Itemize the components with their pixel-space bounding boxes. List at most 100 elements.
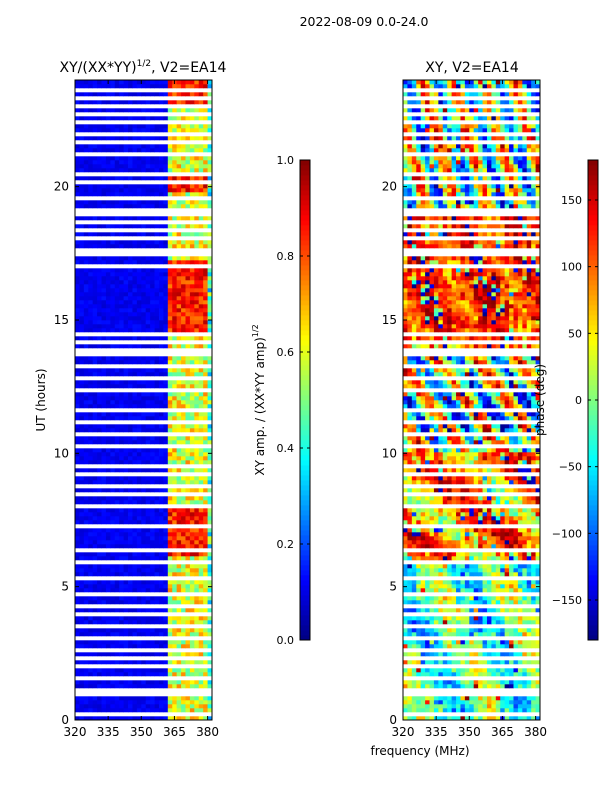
amplitude-colorbar-segment <box>300 480 310 486</box>
amplitude-colorbar-segment <box>300 560 310 566</box>
amplitude-colorbar-frame <box>299 159 311 641</box>
phase-colorbar-segment <box>588 315 598 321</box>
amplitude-colorbar-tick-label: 0.8 <box>277 250 295 263</box>
phase-colorbar-segment <box>588 365 598 371</box>
phase-colorbar-segment <box>588 415 598 421</box>
phase-colorbar-segment <box>588 620 598 626</box>
amplitude-colorbar-segment <box>300 635 310 641</box>
amplitude-colorbar-segment <box>300 350 310 356</box>
amplitude-x-tick-label: 320 <box>64 725 87 739</box>
amplitude-y-tick-label: 15 <box>54 313 69 327</box>
phase-y-tick-label: 0 <box>389 713 397 727</box>
phase-colorbar-segment <box>588 295 598 301</box>
amplitude-colorbar-segment <box>300 505 310 511</box>
amplitude-colorbar-segment <box>300 395 310 401</box>
amplitude-colorbar-segment <box>300 520 310 526</box>
amplitude-axes: 320 335 350 365 380 0 5 10 15 20 <box>54 79 219 739</box>
phase-colorbar-segment <box>588 330 598 336</box>
phase-colorbar-segment <box>588 430 598 436</box>
amplitude-colorbar-segment <box>300 195 310 201</box>
amplitude-colorbar-segment <box>300 615 310 621</box>
amplitude-colorbar-segment <box>300 405 310 411</box>
phase-colorbar-segment <box>588 500 598 506</box>
phase-colorbar-segment <box>588 200 598 206</box>
phase-colorbar-segment <box>588 475 598 481</box>
phase-colorbar-segment <box>588 465 598 471</box>
amplitude-colorbar-segment <box>300 170 310 176</box>
amplitude-colorbar-segment <box>300 550 310 556</box>
phase-y-tick-label: 5 <box>389 580 397 594</box>
phase-colorbar-tick-label: 50 <box>568 327 582 340</box>
phase-colorbar-segment <box>588 325 598 331</box>
phase-colorbar-segment <box>588 550 598 556</box>
phase-heatmap <box>403 80 541 721</box>
amplitude-colorbar-segment <box>300 325 310 331</box>
amplitude-colorbar-segment <box>300 440 310 446</box>
phase-colorbar-segment <box>588 460 598 466</box>
phase-colorbar-segment <box>588 310 598 316</box>
amplitude-colorbar-segment <box>300 235 310 241</box>
amplitude-colorbar-label: XY amp. / (XX*YY amp)1/2 <box>251 324 267 475</box>
phase-colorbar-segment <box>588 165 598 171</box>
amplitude-colorbar-segment <box>300 625 310 631</box>
amplitude-colorbar-segment <box>300 375 310 381</box>
amplitude-colorbar-segment <box>300 530 310 536</box>
amplitude-colorbar-segment <box>300 230 310 236</box>
phase-colorbar-segment <box>588 400 598 406</box>
phase-colorbar-segment <box>588 510 598 516</box>
phase-colorbar-segment <box>588 585 598 591</box>
phase-x-tick-label: 320 <box>392 725 415 739</box>
phase-colorbar-segment <box>588 615 598 621</box>
figure-title: 2022-08-09 0.0-24.0 <box>300 14 429 29</box>
phase-colorbar-segment <box>588 555 598 561</box>
y-axis-label: UT (hours) <box>34 368 48 431</box>
amplitude-colorbar-segment <box>300 450 310 456</box>
phase-colorbar-segment <box>588 610 598 616</box>
phase-colorbar-segment <box>588 300 598 306</box>
phase-colorbar-segment <box>588 535 598 541</box>
phase-colorbar-segment <box>588 320 598 326</box>
phase-colorbar-segment <box>588 470 598 476</box>
amplitude-colorbar-segment <box>300 355 310 361</box>
phase-colorbar-segment <box>588 435 598 441</box>
amplitude-colorbar-segment <box>300 475 310 481</box>
amplitude-colorbar-tick-label: 0.6 <box>277 346 295 359</box>
amplitude-colorbar-segment <box>300 570 310 576</box>
phase-colorbar-segment <box>588 245 598 251</box>
amplitude-colorbar-segment <box>300 430 310 436</box>
phase-colorbar-tick-label: −50 <box>559 461 582 474</box>
amplitude-colorbar-segment <box>300 290 310 296</box>
amplitude-colorbar-segment <box>300 275 310 281</box>
amplitude-colorbar-segment <box>300 210 310 216</box>
phase-colorbar-segment <box>588 630 598 636</box>
amplitude-colorbar-segment <box>300 200 310 206</box>
phase-colorbar-segment <box>588 580 598 586</box>
phase-axes: 320 335 350 365 380 0 5 10 15 20 <box>382 79 547 739</box>
amplitude-plot-frame <box>74 79 213 721</box>
phase-colorbar-segment <box>588 575 598 581</box>
amplitude-colorbar-segment <box>300 365 310 371</box>
amplitude-colorbar-segment <box>300 215 310 221</box>
amplitude-colorbar-segment <box>300 600 310 606</box>
amplitude-colorbar-segment <box>300 175 310 181</box>
phase-colorbar-segment <box>588 635 598 641</box>
amplitude-x-tick-label: 335 <box>97 725 120 739</box>
amplitude-colorbar-segment <box>300 470 310 476</box>
phase-colorbar-segment <box>588 455 598 461</box>
phase-colorbar-segment <box>588 560 598 566</box>
amplitude-y-tick-label: 5 <box>61 580 69 594</box>
phase-colorbar-segment <box>588 370 598 376</box>
amplitude-colorbar-segment <box>300 420 310 426</box>
phase-colorbar-segment <box>588 230 598 236</box>
amplitude-colorbar-segment <box>300 425 310 431</box>
phase-colorbar-segment <box>588 175 598 181</box>
amplitude-colorbar-segment <box>300 575 310 581</box>
amplitude-colorbar-segment <box>300 310 310 316</box>
phase-colorbar-segment <box>588 515 598 521</box>
phase-colorbar-segment <box>588 390 598 396</box>
phase-colorbar-label: phase (deg) <box>533 364 547 436</box>
phase-colorbar-segment <box>588 280 598 286</box>
amplitude-colorbar-segment <box>300 305 310 311</box>
phase-colorbar-segment <box>588 545 598 551</box>
